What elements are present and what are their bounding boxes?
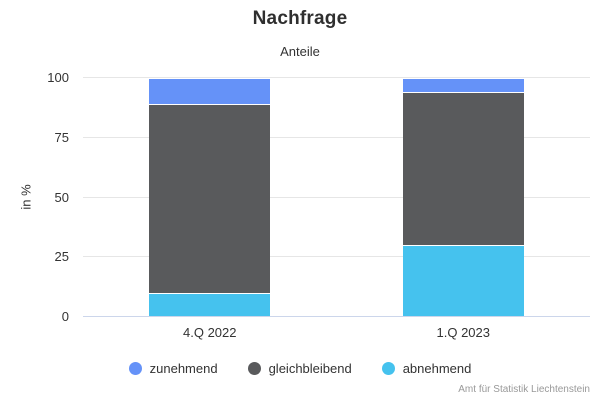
legend-swatch-icon (247, 362, 261, 375)
bar-segment-abnehmend[interactable] (402, 245, 524, 317)
y-tick-label: 0 (61, 309, 69, 324)
stacked-bar-1.q-2023 (402, 78, 524, 317)
stacked-bar-4.q-2022 (149, 78, 271, 317)
chart-subtitle: Anteile (280, 44, 320, 59)
bar-segment-gleichbleibend[interactable] (149, 104, 271, 294)
bar-segment-zunehmend[interactable] (149, 78, 271, 105)
y-gridline (83, 256, 590, 258)
legend-item-zunehmend[interactable]: zunehmend (128, 361, 218, 376)
x-axis-label: 4.Q 2022 (183, 325, 237, 340)
y-tick-label: 50 (54, 189, 69, 205)
y-tick-label: 25 (54, 249, 69, 265)
legend-item-gleichbleibend[interactable]: gleichbleibend (247, 361, 352, 376)
y-gridline (83, 77, 590, 78)
legend-label: gleichbleibend (268, 361, 352, 376)
legend-item-abnehmend[interactable]: abnehmend (381, 361, 472, 376)
legend-label: abnehmend (402, 361, 472, 376)
legend: zunehmend gleichbleibend abnehmend (0, 361, 600, 376)
y-gridline (83, 136, 590, 138)
bar-segment-zunehmend[interactable] (402, 78, 524, 93)
chart-credits[interactable]: Amt für Statistik Liechtenstein (458, 384, 590, 395)
plot-area: 0 25 50 75 100 4.Q 2022 1.Q 2023 (47, 71, 590, 340)
x-axis-label: 1.Q 2023 (436, 325, 491, 340)
y-tick-label: 75 (54, 129, 69, 145)
bar-segment-abnehmend[interactable] (149, 293, 271, 317)
x-axis-line (83, 316, 590, 317)
chart-title: Nachfrage (252, 8, 348, 29)
bar-segment-gleichbleibend[interactable] (402, 92, 524, 246)
legend-swatch-icon (128, 362, 142, 375)
y-tick-label: 100 (47, 70, 69, 85)
legend-swatch-icon (381, 362, 395, 375)
y-gridline (83, 196, 590, 198)
legend-label: zunehmend (149, 361, 218, 376)
